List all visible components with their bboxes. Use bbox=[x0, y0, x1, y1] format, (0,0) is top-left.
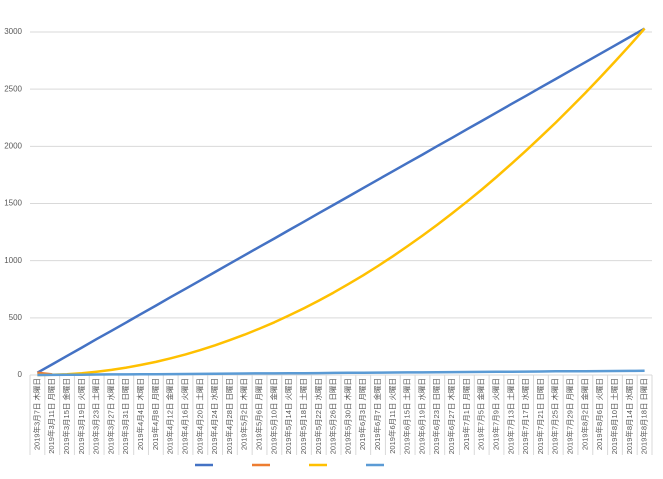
x-tick-label: 2019年4月8日 月曜日 bbox=[150, 378, 160, 450]
x-tick-label: 2019年3月19日 火曜日 bbox=[76, 378, 86, 454]
x-tick-label: 2019年5月26日 日曜日 bbox=[328, 378, 338, 454]
y-tick-label: 1500 bbox=[4, 199, 22, 208]
y-tick-label: 2000 bbox=[4, 141, 22, 150]
x-tick-label: 2019年8月10日 土曜日 bbox=[609, 378, 619, 454]
x-tick-label: 2019年5月30日 木曜日 bbox=[342, 378, 352, 454]
y-tick-label: 3000 bbox=[4, 27, 22, 36]
y-tick-label: 2500 bbox=[4, 84, 22, 93]
x-tick-label: 2019年8月14日 水曜日 bbox=[624, 378, 634, 454]
y-tick-label: 500 bbox=[9, 313, 23, 322]
x-tick-label: 2019年4月24日 水曜日 bbox=[209, 378, 219, 454]
x-tick-label: 2019年8月2日 金曜日 bbox=[579, 378, 589, 450]
x-tick-label: 2019年3月15日 金曜日 bbox=[61, 378, 71, 454]
x-tick-label: 2019年3月11日 月曜日 bbox=[46, 378, 56, 454]
x-tick-label: 2019年3月31日 日曜日 bbox=[120, 378, 130, 454]
x-tick-label: 2019年3月27日 水曜日 bbox=[105, 378, 115, 454]
x-tick-label: 2019年6月7日 金曜日 bbox=[372, 378, 382, 450]
x-tick-label: 2019年3月7日 木曜日 bbox=[31, 378, 41, 450]
x-tick-label: 2019年7月25日 木曜日 bbox=[550, 378, 560, 454]
x-tick-label: 2019年7月21日 日曜日 bbox=[535, 378, 545, 454]
x-tick-label: 2019年5月22日 水曜日 bbox=[313, 378, 323, 454]
x-tick-label: 2019年4月12日 金曜日 bbox=[165, 378, 175, 454]
y-tick-label: 1000 bbox=[4, 256, 22, 265]
x-tick-label: 2019年4月20日 土曜日 bbox=[194, 378, 204, 454]
x-tick-label: 2019年5月18日 土曜日 bbox=[298, 378, 308, 454]
x-tick-label: 2019年5月14日 火曜日 bbox=[283, 378, 293, 454]
x-tick-label: 2019年4月28日 日曜日 bbox=[224, 378, 234, 454]
x-tick-label: 2019年5月6日 月曜日 bbox=[254, 378, 264, 450]
x-tick-label: 2019年4月4日 木曜日 bbox=[135, 378, 145, 450]
x-tick-label: 2019年8月18日 日曜日 bbox=[639, 378, 649, 454]
x-tick-label: 2019年7月29日 月曜日 bbox=[565, 378, 575, 454]
x-tick-label: 2019年6月23日 日曜日 bbox=[431, 378, 441, 454]
x-tick-label: 2019年7月1日 月曜日 bbox=[461, 378, 471, 450]
x-tick-label: 2019年6月15日 土曜日 bbox=[402, 378, 412, 454]
x-tick-label: 2019年6月19日 水曜日 bbox=[416, 378, 426, 454]
x-tick-label: 2019年6月3日 月曜日 bbox=[357, 378, 367, 450]
series-line bbox=[37, 27, 646, 377]
x-tick-label: 2019年6月11日 火曜日 bbox=[387, 378, 397, 454]
y-tick-label: 0 bbox=[18, 370, 23, 379]
x-tick-label: 2019年7月5日 金曜日 bbox=[476, 378, 486, 450]
x-tick-label: 2019年3月23日 土曜日 bbox=[91, 378, 101, 454]
x-tick-label: 2019年7月13日 土曜日 bbox=[505, 378, 515, 454]
x-tick-label: 2019年7月17日 水曜日 bbox=[520, 378, 530, 454]
series-line bbox=[36, 27, 646, 374]
x-tick-label: 2019年6月27日 木曜日 bbox=[446, 378, 456, 454]
x-tick-label: 2019年8月6日 火曜日 bbox=[594, 378, 604, 450]
x-tick-label: 2019年5月2日 木曜日 bbox=[239, 378, 249, 450]
x-tick-label: 2019年7月9日 火曜日 bbox=[490, 378, 500, 450]
x-tick-label: 2019年4月16日 火曜日 bbox=[179, 378, 189, 454]
x-tick-label: 2019年5月10日 金曜日 bbox=[268, 378, 278, 454]
series-line bbox=[37, 369, 645, 377]
